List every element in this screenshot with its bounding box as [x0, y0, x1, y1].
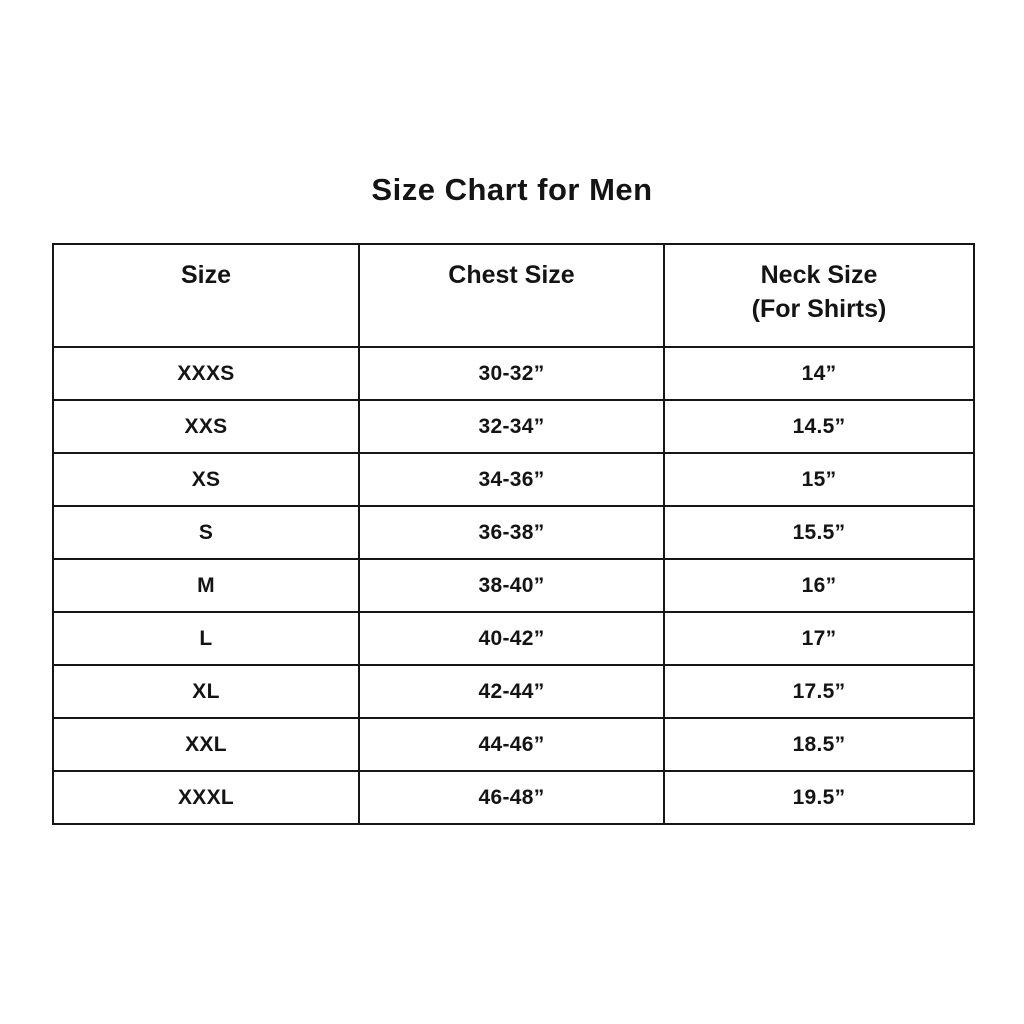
table-row: L 40-42” 17”	[52, 611, 975, 666]
size-cell: XXXL	[52, 770, 360, 825]
table-row: S 36-38” 15.5”	[52, 505, 975, 560]
neck-cell: 16”	[663, 558, 975, 613]
size-cell: M	[52, 558, 360, 613]
chest-cell: 44-46”	[358, 717, 665, 772]
neck-size-label-line2: (For Shirts)	[751, 295, 887, 323]
size-cell: XL	[52, 664, 360, 719]
table-header-row: Size Chest Size Neck Size (For Shirts)	[52, 243, 975, 348]
chest-cell: 36-38”	[358, 505, 665, 560]
neck-size-label-line1: Neck Size	[760, 261, 878, 289]
table-row: XXXS 30-32” 14”	[52, 346, 975, 401]
size-cell: XXXS	[52, 346, 360, 401]
chest-cell: 30-32”	[358, 346, 665, 401]
chest-cell: 32-34”	[358, 399, 665, 454]
size-cell: L	[52, 611, 360, 666]
size-cell: S	[52, 505, 360, 560]
column-header-neck-size: Neck Size (For Shirts)	[663, 243, 975, 348]
chest-cell: 46-48”	[358, 770, 665, 825]
neck-cell: 17.5”	[663, 664, 975, 719]
table-row: XXL 44-46” 18.5”	[52, 717, 975, 772]
neck-cell: 19.5”	[663, 770, 975, 825]
size-cell: XXL	[52, 717, 360, 772]
table-row: XXS 32-34” 14.5”	[52, 399, 975, 454]
neck-cell: 17”	[663, 611, 975, 666]
neck-cell: 18.5”	[663, 717, 975, 772]
chest-cell: 34-36”	[358, 452, 665, 507]
neck-cell: 14”	[663, 346, 975, 401]
page-title: Size Chart for Men	[371, 172, 653, 207]
table-row: XS 34-36” 15”	[52, 452, 975, 507]
chest-cell: 38-40”	[358, 558, 665, 613]
chest-cell: 42-44”	[358, 664, 665, 719]
column-header-size: Size	[52, 243, 360, 348]
neck-cell: 15”	[663, 452, 975, 507]
size-cell: XXS	[52, 399, 360, 454]
table-row: M 38-40” 16”	[52, 558, 975, 613]
size-chart-table: Size Chest Size Neck Size (For Shirts) X…	[52, 243, 975, 825]
neck-cell: 14.5”	[663, 399, 975, 454]
table-row: XXXL 46-48” 19.5”	[52, 770, 975, 825]
chest-cell: 40-42”	[358, 611, 665, 666]
neck-cell: 15.5”	[663, 505, 975, 560]
size-cell: XS	[52, 452, 360, 507]
column-header-chest-size: Chest Size	[358, 243, 665, 348]
table-row: XL 42-44” 17.5”	[52, 664, 975, 719]
